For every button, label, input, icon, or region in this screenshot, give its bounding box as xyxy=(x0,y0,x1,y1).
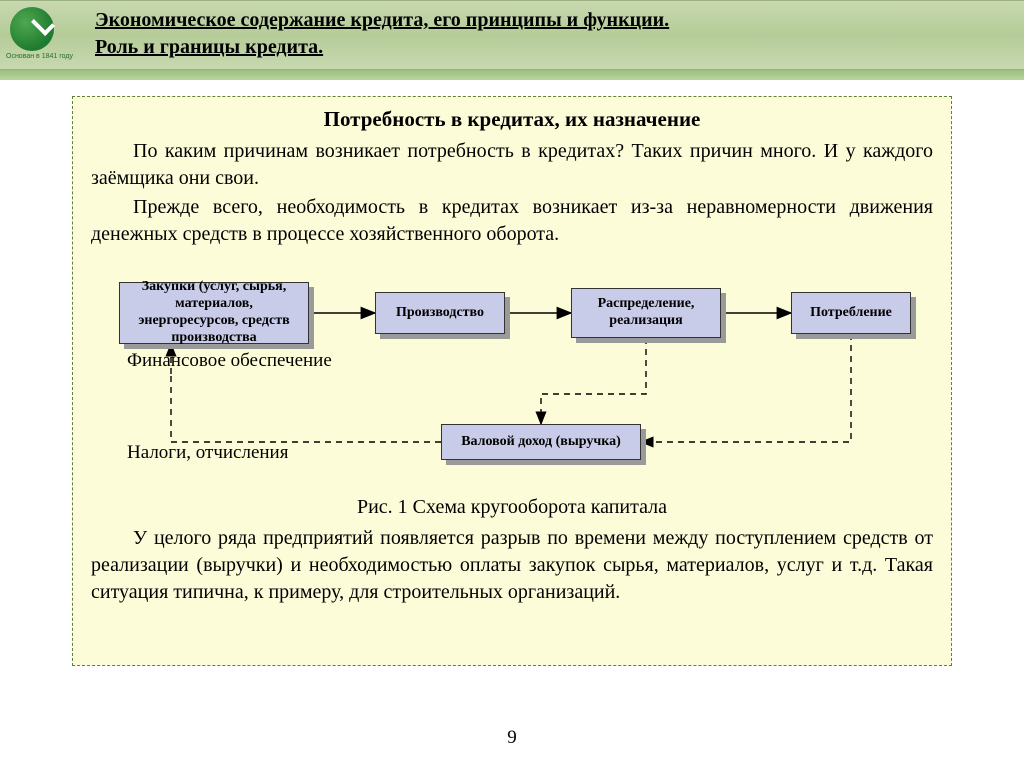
content-panel: Потребность в кредитах, их назначение По… xyxy=(72,96,952,666)
figure-caption: Рис. 1 Схема кругооборота капитала xyxy=(91,496,933,519)
section-title: Потребность в кредитах, их назначение xyxy=(91,107,933,132)
paragraph-1: По каким причинам возникает потребность … xyxy=(91,138,933,192)
header-strip xyxy=(0,70,1024,80)
title-line-2: Роль и границы кредита. xyxy=(95,34,1012,61)
flow-node-n2: Производство xyxy=(375,292,505,334)
flow-diagram: Закупки (услуг, сырья, материалов, энерг… xyxy=(91,264,933,494)
logo-caption: Основан в 1841 году xyxy=(6,53,73,60)
diagram-annotation-1: Налоги, отчисления xyxy=(127,442,288,464)
paragraph-2: Прежде всего, необходимость в кредитах в… xyxy=(91,194,933,248)
page-title: Экономическое содержание кредита, его пр… xyxy=(95,7,1012,61)
header-band: Основан в 1841 году Экономическое содерж… xyxy=(0,0,1024,70)
diagram-annotation-0: Финансовое обеспечение xyxy=(127,350,332,372)
sberbank-logo-icon xyxy=(10,7,54,51)
flow-node-n5: Валовой доход (выручка) xyxy=(441,424,641,460)
flow-node-n4: Потребление xyxy=(791,292,911,334)
page-number: 9 xyxy=(0,727,1024,749)
flow-node-n1: Закупки (услуг, сырья, материалов, энерг… xyxy=(119,282,309,344)
title-line-1: Экономическое содержание кредита, его пр… xyxy=(95,7,1012,34)
flow-node-n3: Распределение, реализация xyxy=(571,288,721,338)
paragraph-3: У целого ряда предприятий появляется раз… xyxy=(91,525,933,606)
